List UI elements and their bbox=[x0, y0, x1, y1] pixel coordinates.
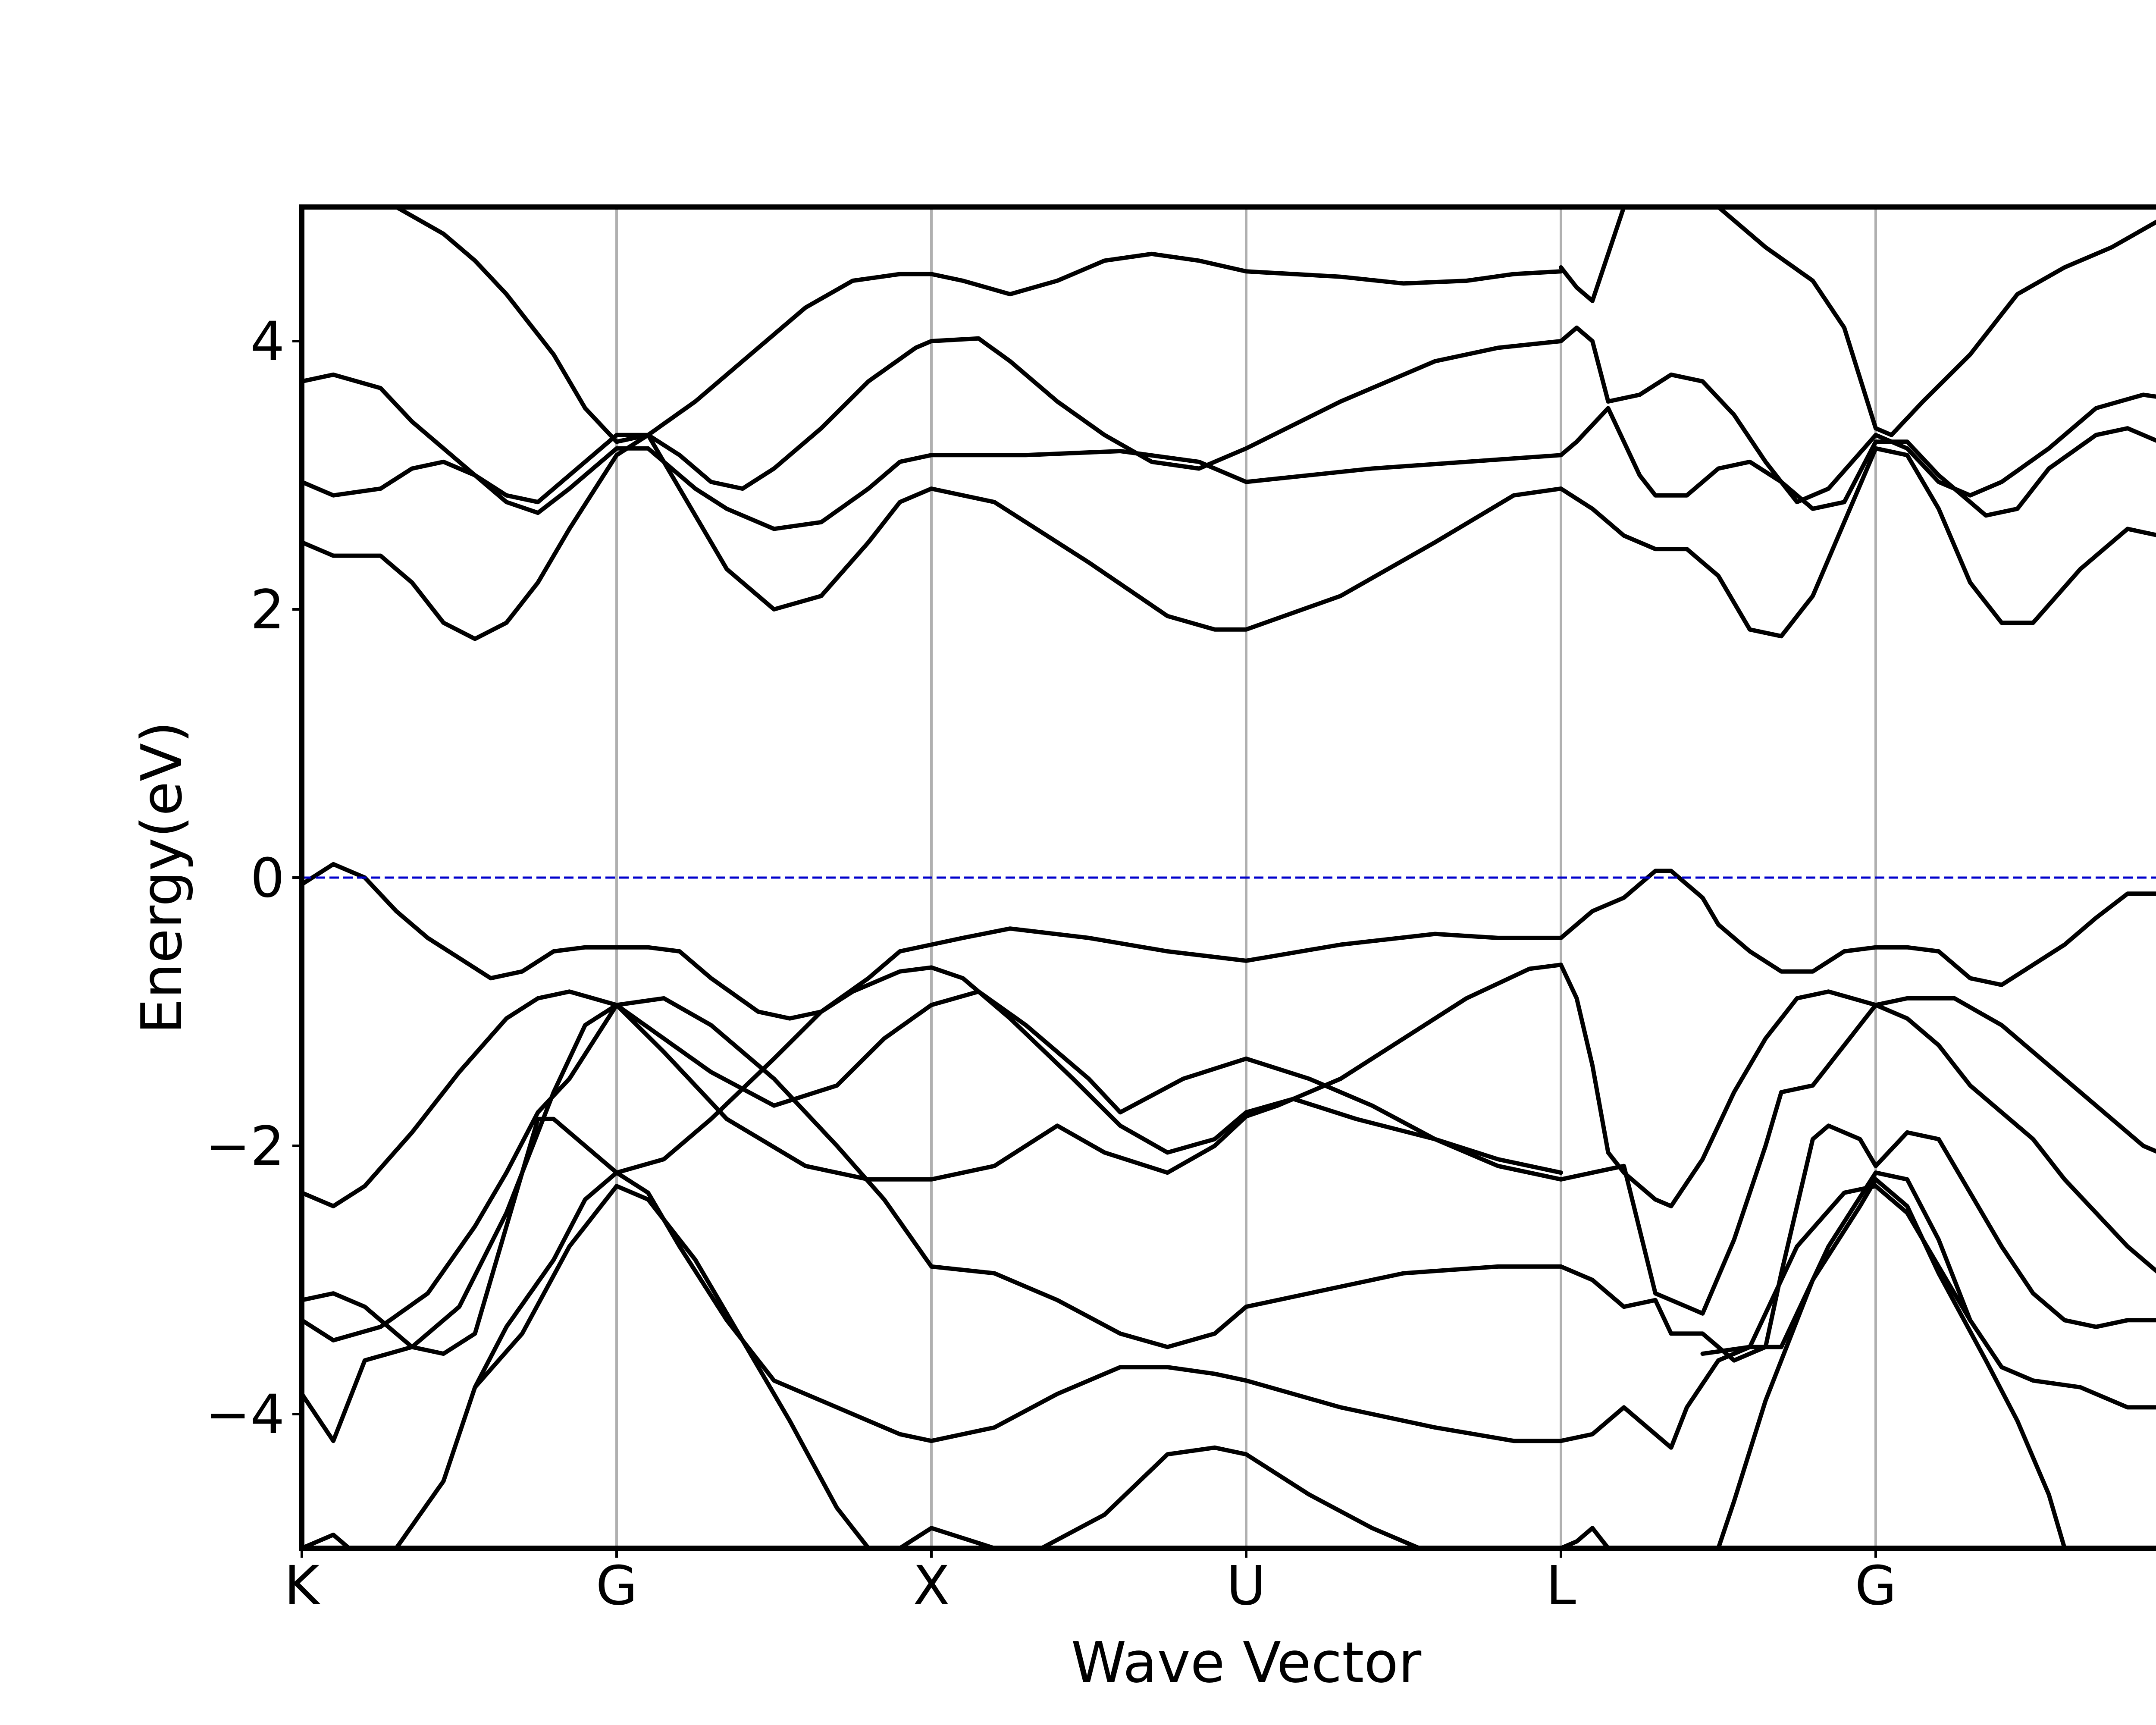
x-tick-label-0: K bbox=[284, 1555, 321, 1617]
band-lines bbox=[302, 207, 2156, 1548]
band-line-10 bbox=[394, 1170, 1563, 1548]
band-line-17 bbox=[1559, 1123, 2156, 1363]
band-line-8 bbox=[394, 207, 1563, 444]
band-line-6 bbox=[302, 446, 1563, 531]
band-line-11 bbox=[473, 1184, 871, 1548]
band-line-7 bbox=[302, 336, 1563, 505]
band-line-19 bbox=[1716, 1177, 2067, 1548]
band-line-25 bbox=[1716, 207, 2156, 437]
band-line-13 bbox=[302, 1532, 351, 1548]
band-line-15 bbox=[1559, 963, 2156, 1208]
band-line-22 bbox=[1559, 446, 2156, 639]
band-line-18 bbox=[1559, 1170, 2156, 1450]
band-line-14 bbox=[1559, 869, 2156, 987]
x-axis-label: Wave Vector bbox=[1071, 1630, 1422, 1695]
y-tick-label-2: 0 bbox=[250, 847, 285, 910]
band-line-21 bbox=[1559, 406, 2156, 518]
x-tick-label-1: G bbox=[596, 1555, 638, 1617]
x-tick-label-2: X bbox=[913, 1555, 950, 1617]
band-line-26 bbox=[1559, 1526, 1611, 1548]
x-ticks: KGXULGW bbox=[284, 1548, 1897, 1617]
band-line-0 bbox=[302, 963, 1563, 1443]
y-tick-label-3: 2 bbox=[250, 579, 285, 641]
band-line-16 bbox=[1559, 1003, 2156, 1316]
band-line-9 bbox=[835, 1526, 997, 1548]
band-line-4 bbox=[302, 862, 1563, 1175]
y-ticks: −4 −2 0 2 4 bbox=[205, 310, 302, 1446]
band-line-24 bbox=[1559, 207, 1626, 303]
y-tick-label-4: 4 bbox=[250, 310, 285, 373]
band-line-23 bbox=[1559, 325, 2156, 505]
band-line-1 bbox=[302, 989, 1563, 1208]
y-tick-label-0: −4 bbox=[205, 1383, 285, 1446]
x-tick-label-4: L bbox=[1546, 1555, 1576, 1617]
y-tick-label-1: −2 bbox=[205, 1115, 285, 1178]
band-line-12 bbox=[1039, 1445, 1422, 1548]
x-tick-label-3: U bbox=[1226, 1555, 1266, 1617]
band-line-2 bbox=[302, 996, 1563, 1349]
x-tick-label-5: G bbox=[1855, 1555, 1897, 1617]
band-line-3 bbox=[302, 926, 1563, 1356]
y-axis-label: Energy(eV) bbox=[129, 721, 194, 1034]
band-line-20 bbox=[1700, 1184, 1972, 1356]
band-line-5 bbox=[302, 433, 1563, 641]
